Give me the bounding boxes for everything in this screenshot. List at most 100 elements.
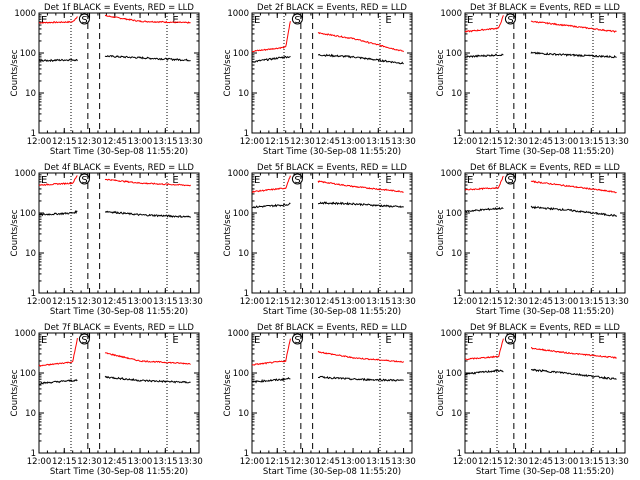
x-tick-label: 13:15 xyxy=(579,137,604,147)
x-tick-label: 12:15 xyxy=(478,297,503,307)
series-line-lld xyxy=(104,14,191,24)
x-axis-label: Start Time (30-Sep-08 11:55:20) xyxy=(476,147,614,157)
marker-label: S xyxy=(507,15,513,26)
marker-label: E xyxy=(467,335,473,346)
series-line-events xyxy=(105,210,191,219)
series-line-lld xyxy=(252,175,291,193)
plot-frame xyxy=(251,332,413,454)
marker-label: E xyxy=(41,335,47,346)
marker-label: S xyxy=(81,15,87,26)
x-tick-label: 13:15 xyxy=(153,137,178,147)
x-tick-label: 12:15 xyxy=(478,137,503,147)
chart-title: Det 8f BLACK = Events, RED = LLD xyxy=(257,323,407,333)
y-axis-label: Counts/sec xyxy=(223,369,233,416)
series-line-events xyxy=(317,201,404,209)
x-axis-label: Start Time (30-Sep-08 11:55:20) xyxy=(263,467,401,477)
plot-frame xyxy=(251,12,413,134)
x-tick-label: 12:00 xyxy=(27,297,52,307)
y-tick-label: 1 xyxy=(244,289,249,299)
x-tick-label: 13:15 xyxy=(579,457,604,467)
series-line-events xyxy=(104,55,191,62)
y-tick-label: 1000 xyxy=(227,169,249,179)
x-tick-label: 12:00 xyxy=(240,137,265,147)
marker-label: S xyxy=(81,335,87,346)
x-tick-label: 13:00 xyxy=(554,137,579,147)
y-axis-label: Counts/sec xyxy=(223,49,233,96)
x-tick-label: 12:30 xyxy=(77,297,102,307)
x-tick-label: 13:00 xyxy=(341,457,366,467)
y-tick-label: 100 xyxy=(446,369,462,379)
plot-frame xyxy=(38,172,200,294)
series-line-lld xyxy=(38,175,78,186)
x-tick-label: 12:45 xyxy=(103,457,128,467)
chart-panel-3: Det 3f BLACK = Events, RED = LLD 1 10 100 10… xyxy=(436,3,629,157)
x-tick-label: 12:15 xyxy=(52,457,77,467)
marker-label: E xyxy=(41,175,47,186)
series-line-events xyxy=(38,58,78,63)
marker-circle xyxy=(78,173,90,185)
x-tick-label: 13:30 xyxy=(391,457,416,467)
series-line-events xyxy=(38,210,78,217)
x-tick-label: 13:15 xyxy=(366,457,391,467)
y-tick-label: 10 xyxy=(25,249,36,259)
chart-title: Det 2f BLACK = Events, RED = LLD xyxy=(257,3,407,13)
y-tick-label: 100 xyxy=(20,369,36,379)
y-axis-label: Counts/sec xyxy=(436,49,446,96)
chart-title: Det 5f BLACK = Events, RED = LLD xyxy=(257,163,407,173)
x-tick-label: 13:15 xyxy=(153,457,178,467)
x-tick-label: 12:00 xyxy=(453,137,478,147)
x-tick-label: 13:00 xyxy=(341,297,366,307)
chart-panel-7: Det 7f BLACK = Events, RED = LLD 1 10 100 10… xyxy=(10,323,203,477)
marker-label: E xyxy=(598,335,604,346)
chart-panel-1: Det 1f BLACK = Events, RED = LLD 1 10 100 10… xyxy=(10,3,203,157)
x-tick-label: 13:30 xyxy=(391,137,416,147)
x-tick-label: 12:45 xyxy=(529,457,554,467)
x-tick-label: 12:30 xyxy=(290,137,315,147)
series-line-lld xyxy=(531,347,617,359)
y-tick-label: 1 xyxy=(244,129,249,139)
x-tick-label: 12:45 xyxy=(529,137,554,147)
y-tick-label: 1 xyxy=(31,449,36,459)
marker-label: S xyxy=(507,175,513,186)
x-tick-label: 13:15 xyxy=(153,297,178,307)
series-line-lld xyxy=(464,15,504,33)
marker-circle xyxy=(504,173,516,185)
x-tick-label: 13:30 xyxy=(604,297,629,307)
x-tick-label: 13:00 xyxy=(128,137,153,147)
series-line-lld xyxy=(38,338,78,367)
chart-panel-5: Det 5f BLACK = Events, RED = LLD 1 10 100 10… xyxy=(223,163,416,317)
series-line-events xyxy=(317,375,404,382)
y-tick-label: 100 xyxy=(20,209,36,219)
x-tick-label: 13:00 xyxy=(128,457,153,467)
y-tick-label: 10 xyxy=(25,89,36,99)
series-line-lld xyxy=(251,338,291,366)
y-tick-label: 1000 xyxy=(14,169,36,179)
marker-label: S xyxy=(507,335,513,346)
chart-title: Det 9f BLACK = Events, RED = LLD xyxy=(470,323,620,333)
y-tick-label: 100 xyxy=(20,49,36,59)
x-tick-label: 12:45 xyxy=(103,137,128,147)
series-line-events xyxy=(530,51,617,59)
marker-label: E xyxy=(172,335,178,346)
y-tick-label: 10 xyxy=(451,89,462,99)
x-tick-label: 12:15 xyxy=(265,297,290,307)
x-tick-label: 12:30 xyxy=(77,457,102,467)
x-tick-label: 13:00 xyxy=(554,297,579,307)
series-line-lld xyxy=(38,16,78,24)
series-line-lld xyxy=(464,338,504,361)
x-tick-label: 13:30 xyxy=(178,137,203,147)
y-tick-label: 100 xyxy=(446,49,462,59)
y-tick-label: 1 xyxy=(31,129,36,139)
y-tick-label: 100 xyxy=(233,49,249,59)
series-line-lld xyxy=(317,31,404,53)
x-tick-label: 12:00 xyxy=(453,457,478,467)
marker-label: E xyxy=(467,175,473,186)
y-axis-label: Counts/sec xyxy=(10,369,20,416)
x-tick-label: 12:15 xyxy=(265,457,290,467)
chart-panel-4: Det 4f BLACK = Events, RED = LLD 1 10 100 10… xyxy=(10,163,203,317)
x-tick-label: 12:30 xyxy=(77,137,102,147)
y-tick-label: 1 xyxy=(457,129,462,139)
marker-circle xyxy=(291,333,303,345)
plot-frame xyxy=(38,332,200,454)
